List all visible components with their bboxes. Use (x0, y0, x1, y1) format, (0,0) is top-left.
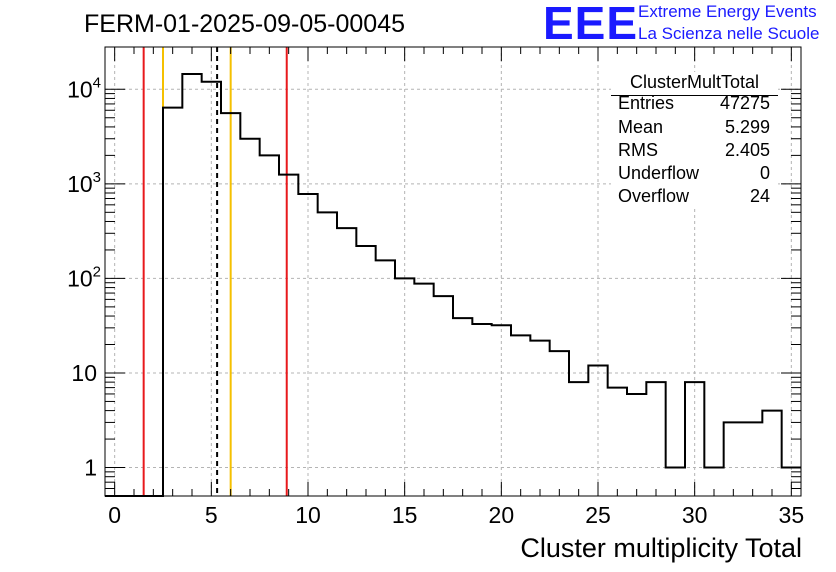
x-tick-label: 5 (205, 502, 218, 528)
stats-value: 24 (749, 186, 770, 206)
x-tick-label: 15 (392, 502, 418, 528)
eee-logo: EEE (543, 0, 639, 49)
stats-title: ClusterMultTotal (629, 72, 760, 92)
stats-key: RMS (618, 140, 658, 160)
vertical-lines-layer (142, 47, 288, 496)
y-tick-label: 10 (71, 360, 97, 386)
x-tick-label: 30 (682, 502, 708, 528)
chart-title: FERM-01-2025-09-05-00045 (84, 10, 406, 38)
stats-key: Overflow (618, 186, 690, 206)
stats-value: 47275 (719, 93, 770, 113)
y-tick-label: 102 (67, 263, 101, 291)
grid-layer (105, 47, 801, 496)
y-tick-label: 103 (67, 169, 101, 197)
histogram-outline (105, 73, 801, 497)
x-tick-label: 35 (779, 502, 805, 528)
x-tick-label: 20 (489, 502, 515, 528)
logo-subtitle-1: Extreme Energy Events (638, 2, 817, 21)
stats-divider (611, 95, 778, 96)
stats-key: Mean (618, 117, 664, 137)
x-axis-label: Cluster multiplicity Total (520, 533, 802, 563)
stats-key: Entries (618, 93, 675, 113)
plot-frame (104, 46, 802, 497)
x-tick-label: 25 (585, 502, 611, 528)
stats-value: 2.405 (724, 140, 770, 160)
histogram-layer (105, 73, 801, 497)
y-tick-label: 104 (67, 74, 101, 102)
y-tick-label: 1 (84, 455, 97, 481)
logo-subtitle-2: La Scienza nelle Scuole (638, 24, 820, 43)
ticks-layer (105, 47, 801, 497)
stats-value: 0 (759, 163, 770, 183)
tick-labels-layer: 0 5 10 15 20 25 30 35 1 10 102 103 104 (67, 74, 804, 528)
stats-value: 5.299 (724, 117, 770, 137)
stats-key: Underflow (618, 163, 700, 183)
stats-box: ClusterMultTotal Entries 47275 Mean 5.29… (611, 72, 778, 206)
x-tick-label: 0 (108, 502, 121, 528)
x-tick-label: 10 (295, 502, 321, 528)
